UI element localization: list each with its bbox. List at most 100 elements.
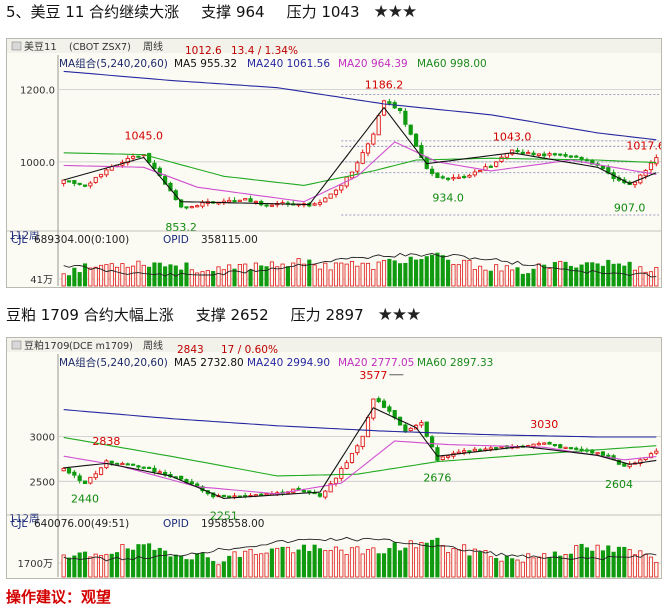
soymeal-weekly-chart: 豆粕1709 (DCE m1709) 周线 2843 17 / 0.60% MA组合(5,… — [7, 338, 661, 578]
candle-body — [301, 490, 307, 493]
chart-panel-soybean: 美豆11 (CBOT ZSX7) 周线 1012.6 13.4 / 1.34% MA组合(… — [6, 38, 662, 288]
candle-body — [130, 463, 136, 466]
candle-body — [424, 421, 429, 437]
price-label: 3577 — [359, 369, 387, 382]
open-interest-line — [63, 252, 657, 278]
volume-bar — [606, 545, 611, 578]
ma20-legend: MA20 2777.05 — [338, 357, 414, 369]
volume-bar — [483, 550, 488, 578]
candle-body — [232, 200, 237, 203]
volume-bar — [595, 544, 600, 578]
volume-bar — [462, 259, 467, 287]
volume-bar — [638, 550, 643, 578]
volume-bar — [632, 269, 638, 287]
y-axis-area — [7, 368, 58, 577]
volume-bar — [61, 273, 66, 287]
volume-bar — [82, 551, 88, 578]
volume-bar — [227, 264, 232, 287]
volume-bar — [280, 263, 285, 287]
volume-bar — [430, 539, 435, 578]
volume-bar — [547, 268, 552, 287]
rating-stars: ★★★ — [373, 2, 418, 22]
volume-bar — [115, 552, 120, 578]
volume-bar — [590, 550, 595, 578]
candle-body — [141, 466, 146, 469]
price-label: 853.2 — [165, 221, 197, 234]
volume-bar — [632, 554, 638, 578]
volume-bar — [291, 262, 296, 287]
volume-bar — [189, 269, 194, 287]
volume-bar — [232, 268, 237, 287]
volume-bar — [104, 264, 109, 287]
y-tick-label: 1000.0 — [20, 158, 55, 169]
headline-title: 豆粕 1709 合约大幅上涨 — [6, 306, 174, 324]
volume-bar — [627, 549, 632, 578]
candle-body — [622, 463, 627, 467]
candle-body — [312, 203, 317, 206]
volume-bar — [269, 548, 274, 578]
volume-bar — [163, 550, 168, 578]
operation-advice: 操作建议：观望 — [6, 588, 112, 606]
volume-bar — [98, 555, 104, 578]
volume-bar — [387, 258, 392, 287]
candle-body — [152, 162, 157, 169]
ma5-legend: MA5 955.32 — [174, 58, 237, 70]
candle-body — [328, 483, 333, 493]
volume-bar — [344, 263, 349, 287]
ma240-legend: MA240 2994.90 — [247, 357, 330, 369]
volume-bar — [264, 552, 269, 578]
volume-bar — [440, 545, 445, 578]
ma240-line — [63, 409, 657, 438]
instrument-name: 豆粕1709 — [24, 339, 69, 352]
ma60-legend: MA60 998.00 — [417, 58, 487, 70]
candle-body — [419, 422, 424, 426]
candle-body — [82, 480, 88, 485]
headline-support: 支撑 2652 — [195, 306, 269, 324]
volume-bar — [98, 264, 104, 287]
ma240-legend: MA240 1061.56 — [247, 58, 330, 70]
candle-body — [547, 441, 552, 445]
y-axis-area — [7, 71, 58, 286]
volume-bar — [552, 551, 557, 578]
candle-body — [365, 416, 371, 438]
ma60-line — [63, 436, 657, 477]
volume-bar — [141, 264, 146, 287]
candle-body — [456, 176, 461, 179]
volume-bar — [125, 266, 130, 287]
volume-bar — [488, 556, 493, 578]
candle-body — [339, 468, 344, 479]
instrument-icon — [11, 41, 22, 51]
candle-body — [488, 447, 493, 450]
candle-body — [66, 467, 72, 474]
volume-bar — [317, 268, 323, 287]
ma20-line — [63, 440, 657, 495]
candle-body — [472, 171, 477, 176]
candle-body — [606, 454, 611, 457]
candle-body — [307, 490, 312, 493]
volume-bar — [72, 555, 77, 578]
volume-bar — [467, 260, 472, 287]
candle-body — [195, 483, 200, 487]
volume-bar — [504, 265, 509, 287]
volume-bar — [253, 554, 258, 578]
candle-body — [563, 154, 568, 157]
price-label: 2838 — [92, 435, 120, 448]
price-label: 2440 — [71, 493, 99, 506]
candle-body — [478, 170, 483, 173]
price-change: 17 / 0.60% — [221, 344, 278, 356]
candle-body — [253, 200, 258, 203]
volume-bar — [520, 273, 525, 287]
volume-bar — [424, 542, 429, 578]
candle-body — [397, 107, 403, 112]
volume-bar — [237, 556, 242, 578]
candle-body — [93, 473, 98, 479]
volume-bar — [147, 543, 152, 578]
ma-legend-group: MA组合(5,240,20,60) — [59, 57, 168, 70]
volume-bar — [515, 559, 520, 578]
candle-body — [387, 101, 392, 104]
volume-bar — [296, 549, 301, 578]
volume-bar — [301, 263, 306, 287]
volume-bar — [131, 549, 136, 578]
ma5-legend: MA5 2732.80 — [174, 357, 244, 369]
volume-bar — [269, 261, 274, 287]
